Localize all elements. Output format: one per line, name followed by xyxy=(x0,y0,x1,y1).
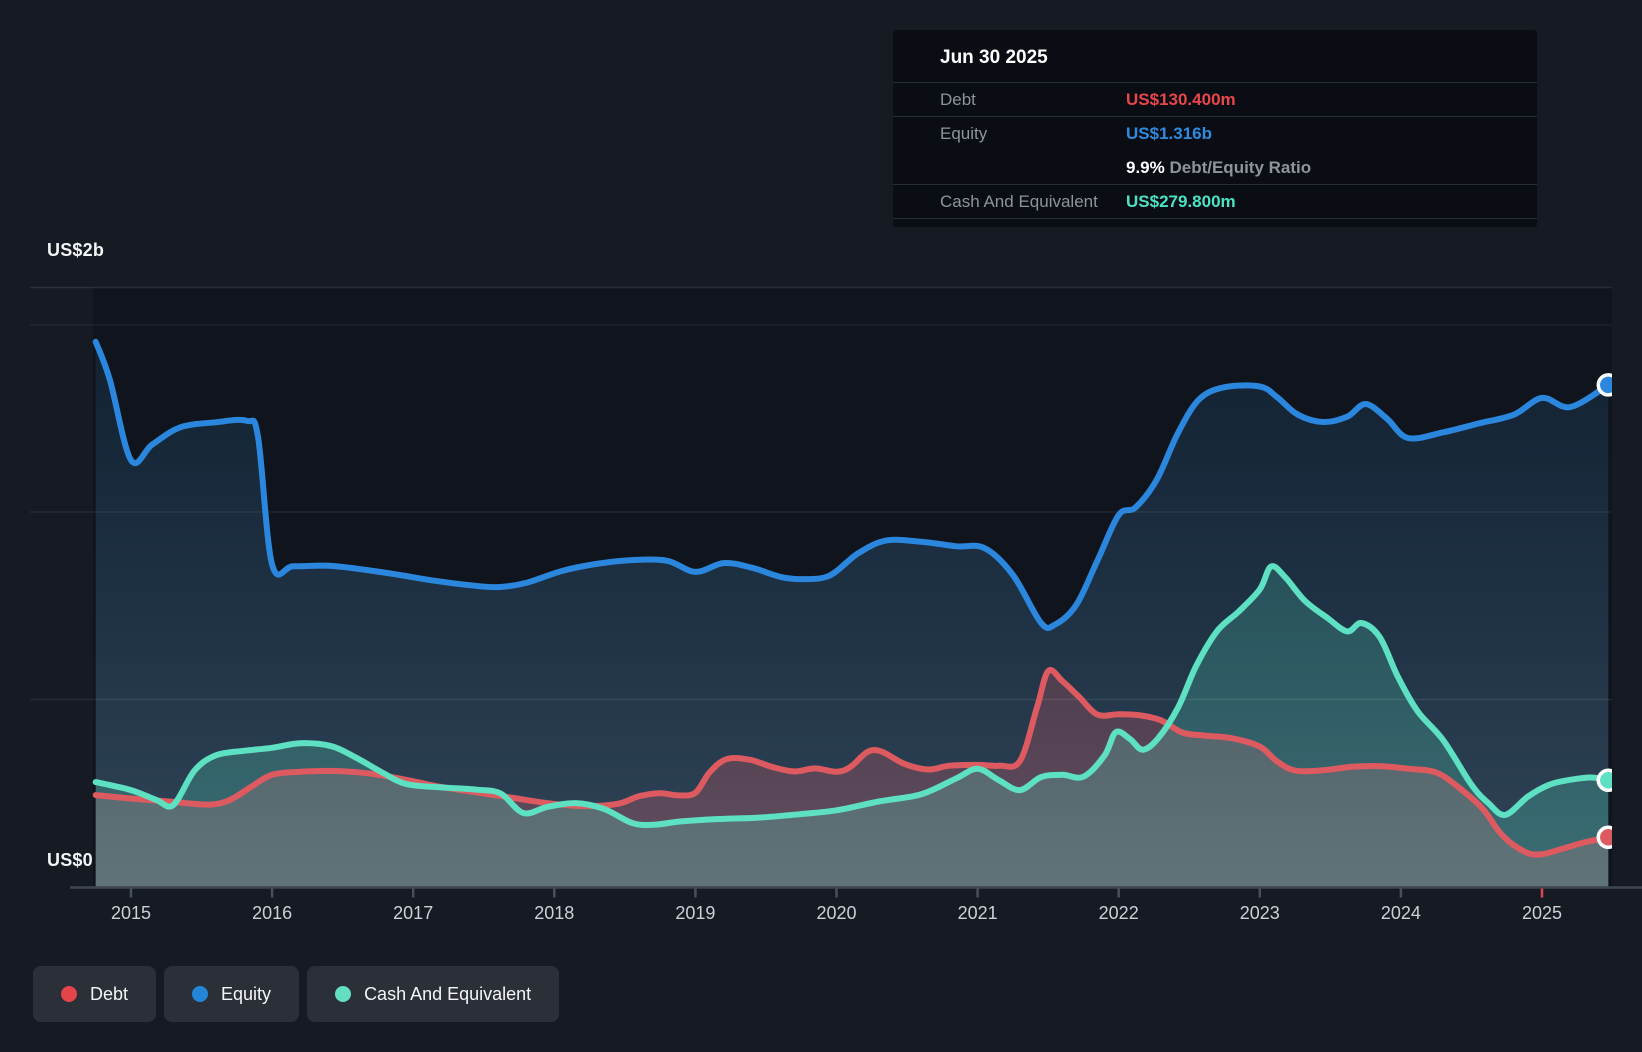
x-axis-year-label-2023: 2023 xyxy=(1239,903,1280,923)
cash-and-equivalent-endpoint-dot xyxy=(1596,768,1612,793)
x-axis-year-label-2017: 2017 xyxy=(393,903,434,923)
tooltip-row-debt: Debt US$130.400m xyxy=(893,83,1537,117)
tooltip-row-value: US$1.316b xyxy=(1126,124,1212,143)
tooltip-row-label: Debt xyxy=(940,89,976,109)
equity-legend-dot-icon xyxy=(192,986,209,1002)
cash-and-equivalent-series-line[interactable] xyxy=(92,563,1612,829)
tooltip-row-debt-equity-ratio: 9.9% Debt/Equity Ratio xyxy=(893,151,1537,185)
legend-item-debt[interactable]: Debt xyxy=(33,966,157,1022)
x-axis-year-label-2018: 2018 xyxy=(534,903,575,923)
tooltip-row-label: Cash And Equivalent xyxy=(940,191,1098,211)
chart-tooltip: Jun 30 2025 Debt US$130.400m Equity US$1.31… xyxy=(893,30,1537,227)
equity-series-line[interactable] xyxy=(92,338,1612,631)
y-axis-max-label: US$2b xyxy=(47,240,105,260)
x-axis-year-label-2022: 2022 xyxy=(1098,903,1139,923)
tooltip-date: Jun 30 2025 xyxy=(893,30,1537,83)
x-axis: 2015 2016 2017 2018 2019 2020 2021 2022 2023 2024… xyxy=(0,903,1642,929)
x-axis-year-label-2020: 2020 xyxy=(816,903,857,923)
legend-item-label: Debt xyxy=(90,983,129,1004)
debt-endpoint-dot xyxy=(1596,825,1612,850)
tooltip-value-suffix: Debt/Equity Ratio xyxy=(1164,157,1312,177)
legend-item-label: Cash And Equivalent xyxy=(364,983,532,1004)
chart-legend: Debt Equity Cash And Equivalent xyxy=(33,966,560,1022)
legend-item-cash-and-equivalent[interactable]: Cash And Equivalent xyxy=(307,966,560,1022)
x-axis-year-label-2015: 2015 xyxy=(110,903,152,923)
x-axis-year-label-2016: 2016 xyxy=(252,903,293,923)
tooltip-row-value: 9.9% Debt/Equity Ratio xyxy=(1126,157,1312,177)
tooltip-row-value: US$130.400m xyxy=(1126,89,1236,109)
tooltip-row-label: Equity xyxy=(940,124,988,143)
cash-and-equivalent-legend-dot-icon xyxy=(335,986,352,1002)
debt-legend-dot-icon xyxy=(61,986,77,1002)
legend-item-equity[interactable]: Equity xyxy=(164,966,300,1022)
legend-item-label: Equity xyxy=(221,983,272,1004)
x-axis-year-label-2025: 2025 xyxy=(1521,903,1563,923)
tooltip-row-value: US$279.800m xyxy=(1126,191,1236,211)
tooltip-row-cash-and-equivalent: Cash And Equivalent US$279.800m xyxy=(893,185,1537,219)
equity-endpoint-dot xyxy=(1596,373,1612,397)
x-axis-year-label-2024: 2024 xyxy=(1380,903,1421,923)
cash-and-equivalent-series-area xyxy=(95,566,1609,888)
tooltip-row-equity: Equity US$1.316b xyxy=(893,117,1537,151)
x-axis-year-label-2021: 2021 xyxy=(957,903,998,923)
y-axis-zero-label: US$0 xyxy=(47,850,93,870)
x-axis-year-label-2019: 2019 xyxy=(675,903,716,923)
